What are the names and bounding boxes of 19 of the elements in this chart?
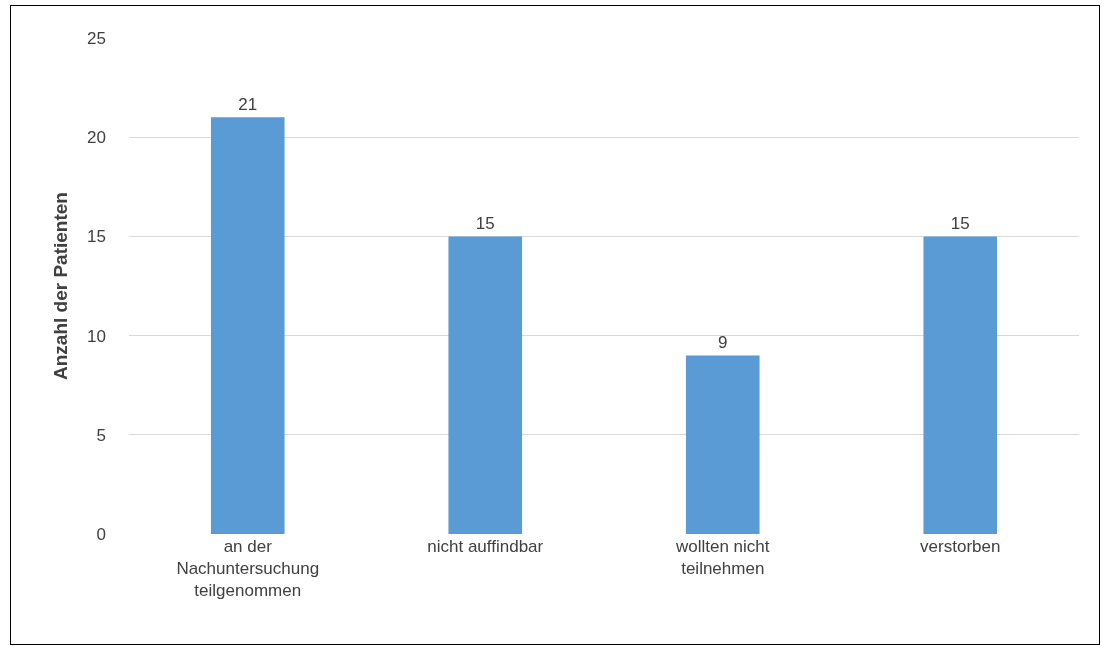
data-label: 15 (950, 214, 970, 234)
x-tick-label: verstorben (920, 537, 1001, 556)
bar (685, 355, 760, 534)
y-tick-label: 15 (87, 227, 106, 247)
y-tick-label: 10 (87, 326, 106, 346)
x-tick-label: wollten nicht teilnehmen (674, 537, 770, 579)
bar (923, 236, 998, 534)
data-label: 9 (718, 333, 728, 353)
y-tick-label: 5 (96, 425, 106, 445)
data-label: 21 (238, 95, 258, 115)
bar (210, 117, 285, 534)
bar (448, 236, 523, 534)
data-label: 15 (475, 214, 495, 234)
y-tick-label: 0 (96, 524, 106, 544)
x-tick-label: nicht auffindbar (427, 537, 544, 556)
x-tick-label: an der Nachuntersuchung teilgenommen (176, 537, 320, 601)
y-tick-label: 20 (87, 128, 106, 148)
y-tick-label: 25 (87, 28, 106, 48)
y-axis-title: Anzahl der Patienten (49, 192, 71, 380)
